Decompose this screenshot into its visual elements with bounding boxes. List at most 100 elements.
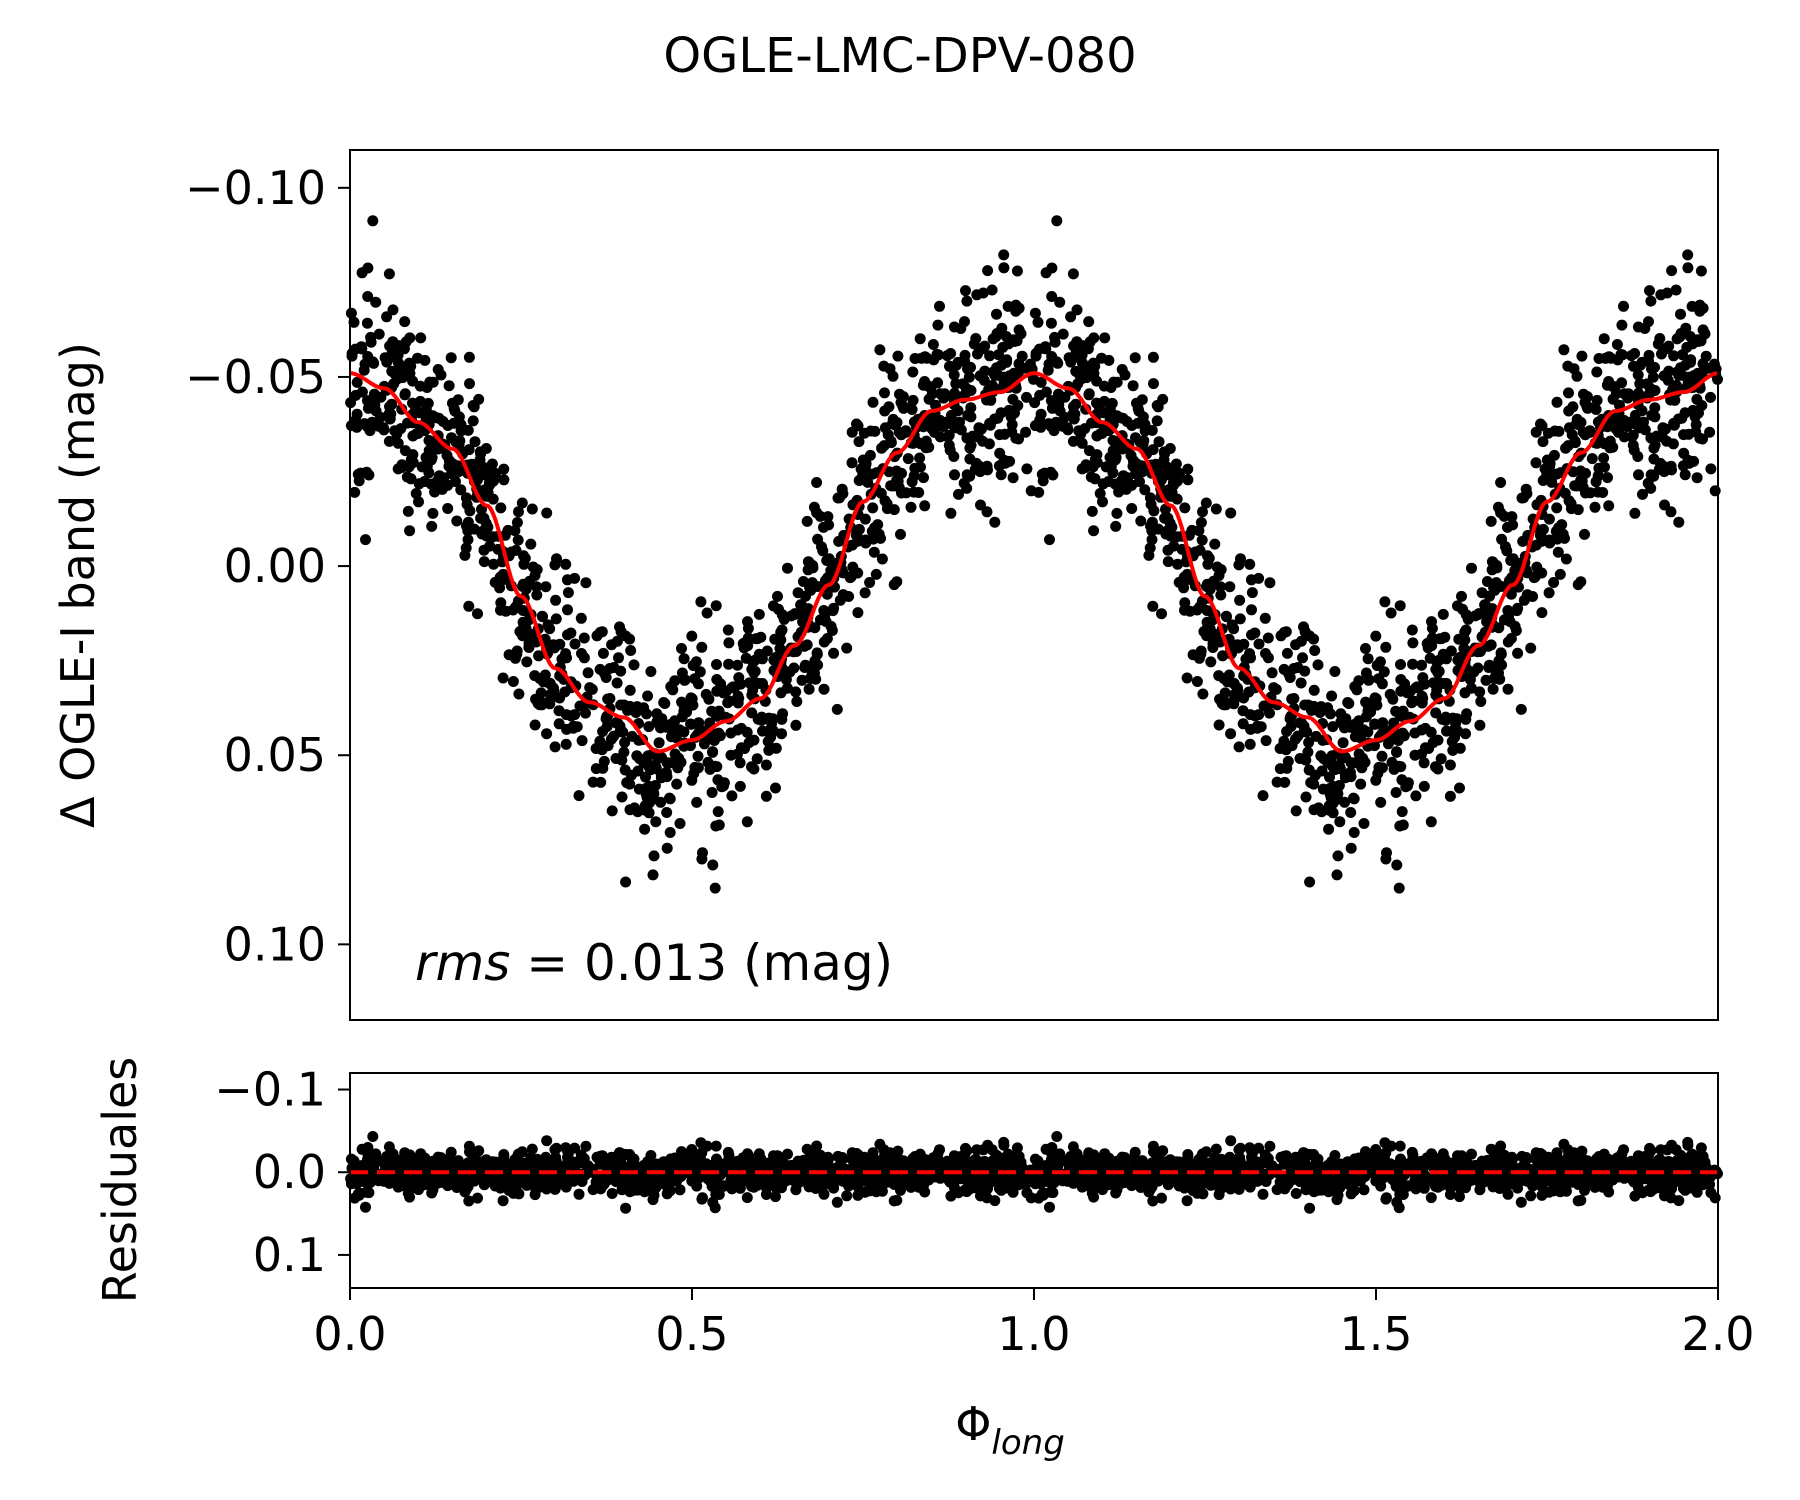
data-point [1637,488,1648,500]
data-point [1452,600,1463,612]
residual-point [1407,1149,1419,1161]
data-point [1430,761,1441,773]
data-point [944,444,956,456]
residual-point [1044,1201,1055,1213]
data-point [900,425,912,437]
data-point [1505,555,1517,566]
data-point [1130,432,1141,444]
data-point [979,340,991,352]
data-point [502,524,514,536]
residual-point [1297,1153,1308,1165]
data-point [867,396,879,408]
data-point [1704,426,1716,438]
data-point [707,859,719,871]
data-point [1300,791,1312,803]
data-point [625,769,637,781]
residual-point [1400,1180,1412,1192]
residual-point [620,1202,632,1214]
residual-point [1654,1153,1666,1165]
data-point [616,791,628,803]
data-point [360,534,371,546]
residual-point [822,1151,834,1163]
data-point [1088,525,1100,537]
data-point [1262,632,1274,644]
data-point [1628,444,1640,456]
residual-point [364,1177,376,1189]
data-point [763,744,775,756]
residual-point [1581,1157,1593,1169]
data-point [965,402,977,414]
data-point [1148,378,1159,390]
residual-point [370,1148,382,1160]
data-point [1156,608,1167,620]
data-point [1037,475,1049,487]
data-point [486,458,498,470]
data-point [549,559,561,571]
data-point [1397,819,1409,831]
data-point [1560,553,1572,565]
data-point [704,763,716,775]
data-point [1644,285,1655,297]
residual-point [834,1174,846,1186]
data-point [1600,352,1611,364]
data-point [1548,449,1560,461]
residual-point [573,1188,585,1200]
residual-point [1304,1202,1316,1214]
data-point [1589,501,1601,513]
residual-point [1576,1173,1588,1184]
data-point [1134,476,1145,488]
data-point [404,525,416,537]
data-point [723,658,735,670]
data-point [1401,687,1413,699]
data-point [1474,686,1486,698]
data-point [870,568,882,580]
residual-point [915,1176,926,1188]
data-point [381,311,393,323]
x-tick-label: 0.5 [655,1307,728,1361]
residual-point [1210,1143,1222,1155]
data-point [1191,676,1203,687]
residual-point [1348,1185,1360,1197]
data-point [641,756,653,768]
data-point [624,684,636,696]
data-point [1315,701,1327,713]
residual-point [888,1195,900,1207]
data-point [1649,402,1661,414]
data-point [1327,721,1339,733]
data-point [1249,627,1261,639]
residual-point [361,1186,373,1198]
data-point [685,718,697,730]
data-point [1444,790,1456,802]
data-point [576,735,588,747]
data-point [1406,697,1418,709]
data-point [1673,516,1685,528]
main-y-axis-label: Δ OGLE-I band (mag) [51,342,105,828]
data-point [1012,400,1024,411]
data-point [1290,805,1302,817]
data-point [1675,308,1686,320]
data-point [1098,380,1110,392]
data-point [821,555,833,566]
residual-point [404,1157,416,1169]
residual-point [1063,1160,1075,1171]
residual-point [1391,1196,1403,1208]
data-point [1530,457,1542,469]
data-point [361,317,373,329]
data-point [919,500,931,512]
residual-point [459,1186,471,1198]
data-point [1035,408,1047,420]
data-point [1551,502,1563,514]
data-point [1179,604,1190,616]
data-point [529,719,541,731]
data-point [1525,642,1537,654]
data-point [732,748,743,760]
data-point [1135,515,1147,527]
data-point [927,339,939,350]
data-point [1417,672,1429,684]
data-point [560,738,572,750]
data-point [619,737,631,748]
data-point [446,432,457,444]
data-point [1233,641,1245,653]
data-point [1400,781,1412,793]
data-point [519,552,531,564]
